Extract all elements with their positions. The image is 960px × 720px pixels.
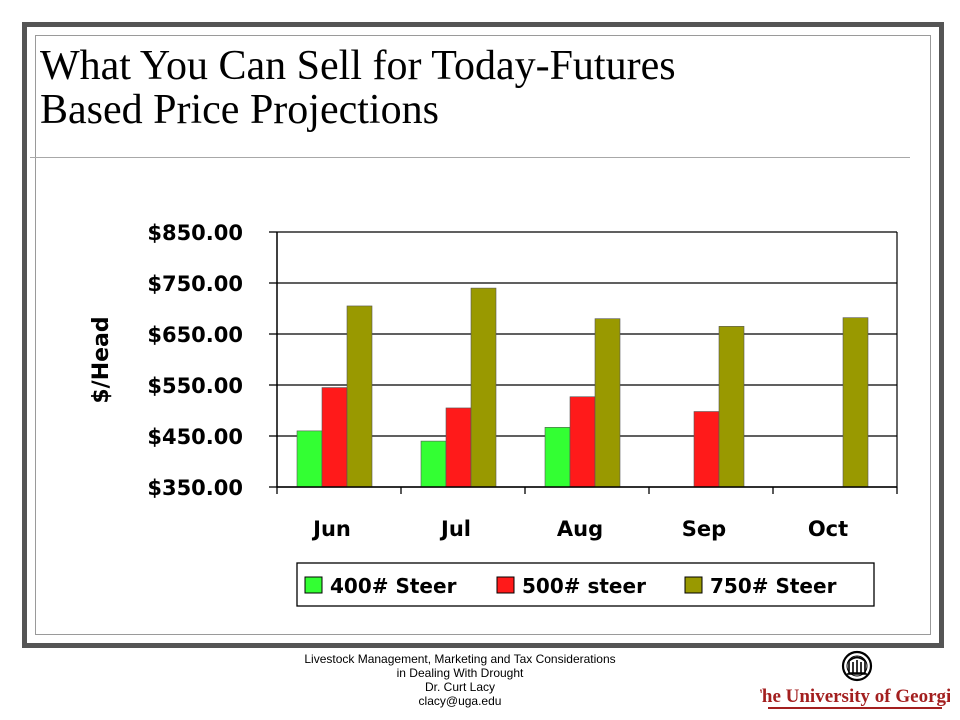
y-tick-label: $450.00 <box>147 425 243 449</box>
logo-wordmark: The University of Georgia <box>760 686 950 707</box>
legend-swatch <box>496 576 515 594</box>
slide-title-line-2: Based Price Projections <box>40 87 439 133</box>
x-tick-label: Jun <box>311 517 351 541</box>
legend-box <box>296 562 875 607</box>
bar <box>693 411 720 488</box>
x-tick-label: Oct <box>808 517 848 541</box>
y-tick-label: $850.00 <box>147 221 243 245</box>
x-tick-label: Sep <box>682 517 726 541</box>
legend-label: 400# Steer <box>330 574 457 598</box>
legend-swatch <box>684 576 703 594</box>
bar <box>296 430 323 488</box>
footer-text: Livestock Management, Marketing and Tax … <box>250 652 670 708</box>
bar <box>420 440 447 488</box>
slide-title-line-1: What You Can Sell for Today-Futures <box>40 43 676 89</box>
title-divider <box>30 157 910 158</box>
chart-legend: 400# Steer 500# steer 750# Steer <box>296 562 875 607</box>
slide-title: What You Can Sell for Today-Futures Base… <box>40 44 860 132</box>
y-tick-label: $750.00 <box>147 272 243 296</box>
bar <box>544 427 571 488</box>
x-tick-label: Jul <box>439 517 471 541</box>
chart-labels: $350.00 $450.00 $550.00 $650.00 $750.00 $850.… <box>89 221 848 541</box>
chart-axes <box>269 231 898 494</box>
arch-icon <box>841 650 873 682</box>
bar <box>445 407 472 488</box>
bar <box>569 396 596 488</box>
legend-label: 500# steer <box>522 574 646 598</box>
footer-email: clacy@uga.edu <box>418 694 502 708</box>
footer-line-2: in Dealing With Drought <box>396 666 524 680</box>
y-axis-title: $/Head <box>89 316 114 403</box>
bar <box>594 318 621 488</box>
chart-bars <box>296 287 869 488</box>
bar <box>842 317 869 488</box>
y-tick-label: $350.00 <box>147 476 243 500</box>
footer-line-1: Livestock Management, Marketing and Tax … <box>304 652 616 666</box>
slide-inner-border <box>35 35 931 635</box>
y-tick-label: $550.00 <box>147 374 243 398</box>
bar <box>718 326 745 488</box>
y-tick-label: $650.00 <box>147 323 243 347</box>
bar <box>346 305 373 488</box>
legend-swatch <box>304 576 323 594</box>
legend-label: 750# Steer <box>710 574 837 598</box>
university-of-georgia-logo: The University of Georgia <box>760 650 950 709</box>
bar <box>470 287 497 488</box>
x-tick-label: Aug <box>557 517 603 541</box>
bar <box>321 387 348 488</box>
footer-line-3: Dr. Curt Lacy <box>424 680 496 694</box>
